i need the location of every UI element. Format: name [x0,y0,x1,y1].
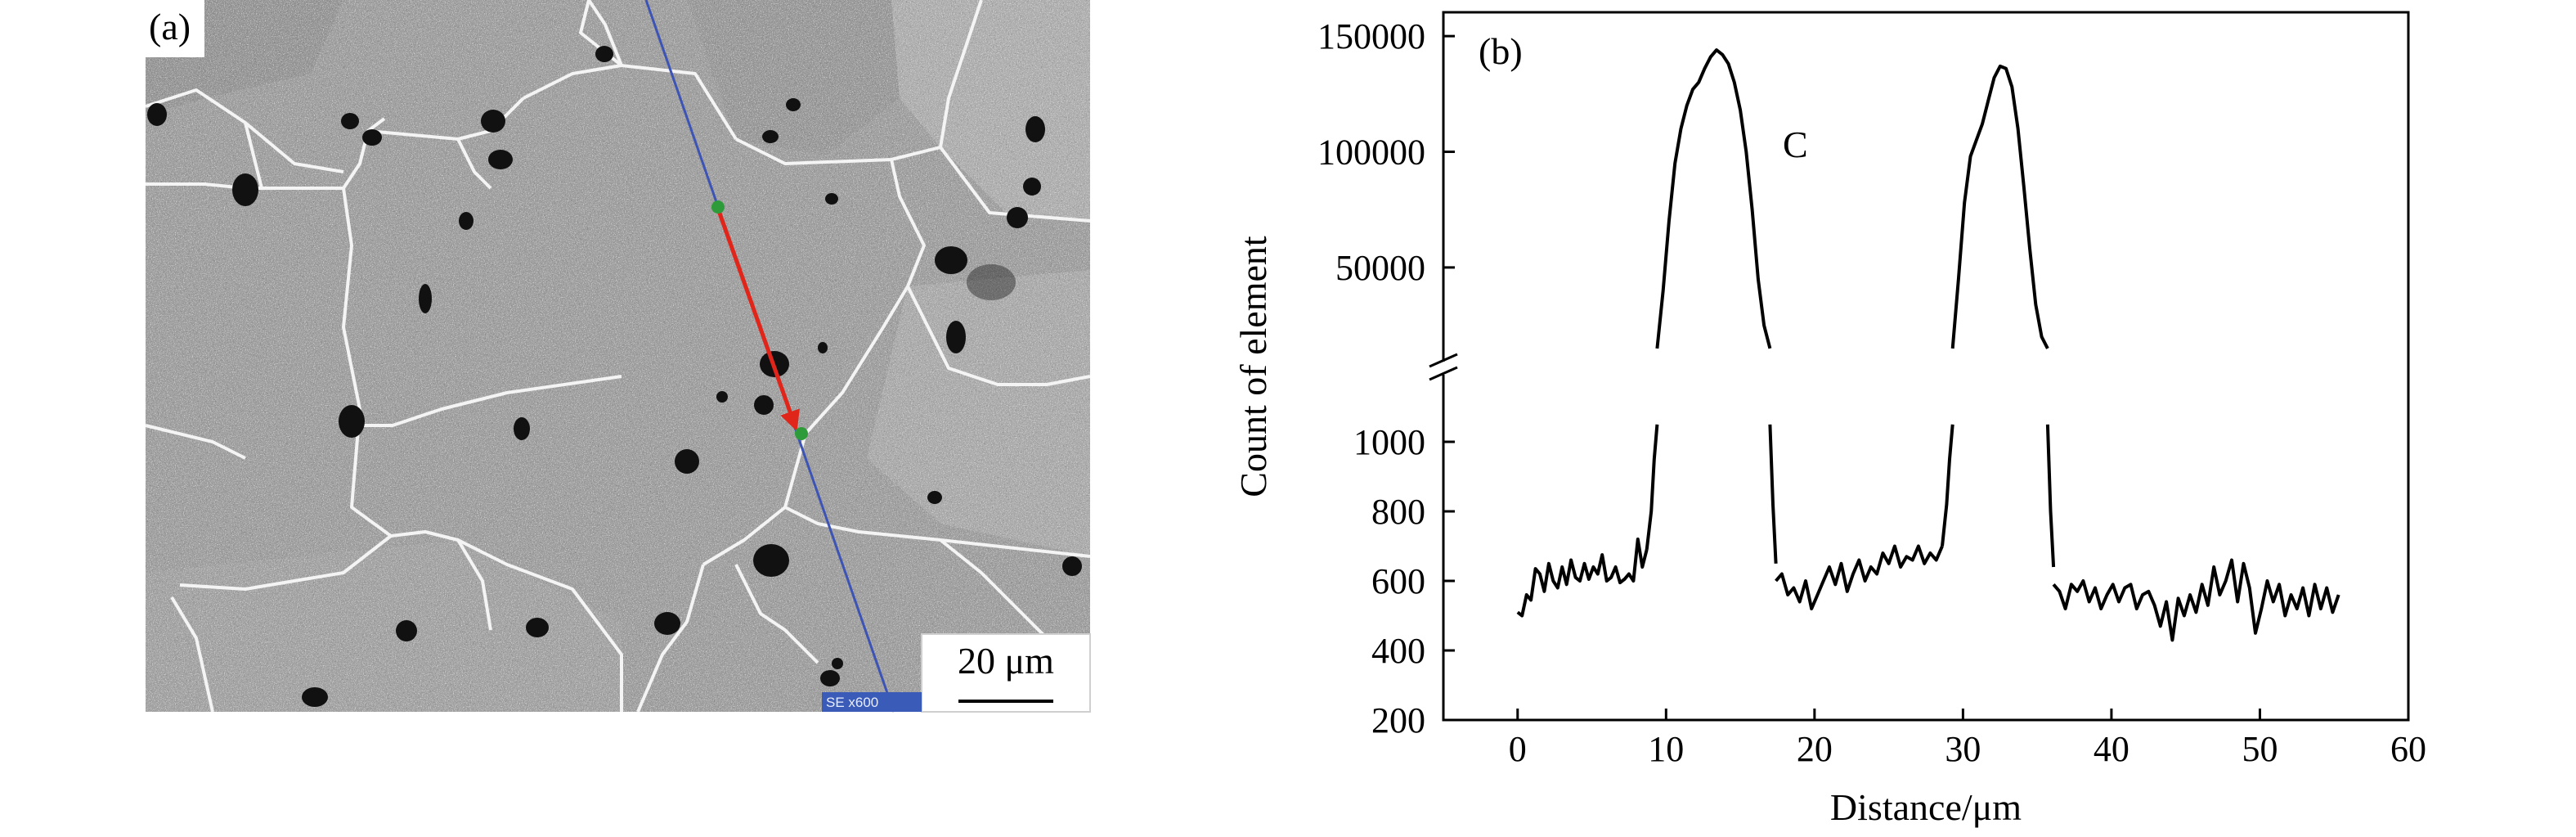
x-tick-label: 10 [1648,729,1684,769]
element-annotation: C [1783,124,1808,165]
sem-footer-text: SE x600 [826,695,878,710]
scan-start-marker [711,200,725,214]
carbon-count-line-segment-9 [2052,558,2340,642]
y-tick-label: 150000 [1317,16,1425,56]
sem-pores [147,46,1082,707]
y-axis-break [1429,353,1458,381]
sem-micrograph-panel: (a) 20 μm SE x600 [145,0,1091,713]
y-tick-label: 1000 [1353,422,1425,462]
carbon-count-line-segment-3 [1655,48,1772,349]
line-scan-chart: 0 10 20 30 40 50 60 200 400 600 800 1000 50000 10000… [1232,11,2426,828]
data-series [1516,48,2340,642]
line-scan-arrow [716,208,800,432]
carbon-count-line-segment-7 [1950,64,2049,349]
sem-image-dark-texture [146,0,1090,712]
panel-a-label-box [146,0,204,57]
carbon-count-line-segment-4 [1768,424,1778,564]
y-tick-label: 600 [1371,561,1425,601]
x-tick-label: 60 [2390,729,2426,769]
carbon-count-line-segment-5 [1775,544,1944,610]
x-tick-label: 50 [2242,729,2278,769]
plot-frame [1442,11,2410,722]
y-axis-ticks: 200 400 600 800 1000 50000 100000 150000 [1317,16,1455,740]
x-tick-label: 40 [2094,729,2129,769]
carbon-count-line-segment-6 [1941,424,1954,547]
y-tick-label: 200 [1371,700,1425,740]
grain-boundaries [145,0,1091,713]
y-axis-label: Count of element [1232,236,1274,497]
x-axis-ticks: 0 10 20 30 40 50 60 [1509,709,2426,769]
y-tick-label: 800 [1371,492,1425,532]
y-tick-label: 400 [1371,631,1425,671]
carbon-count-line-segment-8 [2045,424,2056,568]
carbon-count-line-segment-1 [1516,538,1649,618]
scale-bar-label: 20 μm [958,640,1054,682]
y-tick-label: 100000 [1317,133,1425,173]
x-tick-label: 30 [1945,729,1981,769]
x-axis-label: Distance/μm [1830,786,2022,828]
x-tick-label: 20 [1797,729,1833,769]
y-tick-label: 50000 [1335,248,1425,288]
panel-b-label: (b) [1479,30,1523,72]
x-tick-label: 0 [1509,729,1527,769]
scan-end-marker [795,427,808,440]
panel-a-label: (a) [149,6,191,47]
carbon-count-line-segment-2 [1645,424,1659,551]
sem-footer-bar [822,692,922,712]
scale-bar-box [921,633,1091,713]
